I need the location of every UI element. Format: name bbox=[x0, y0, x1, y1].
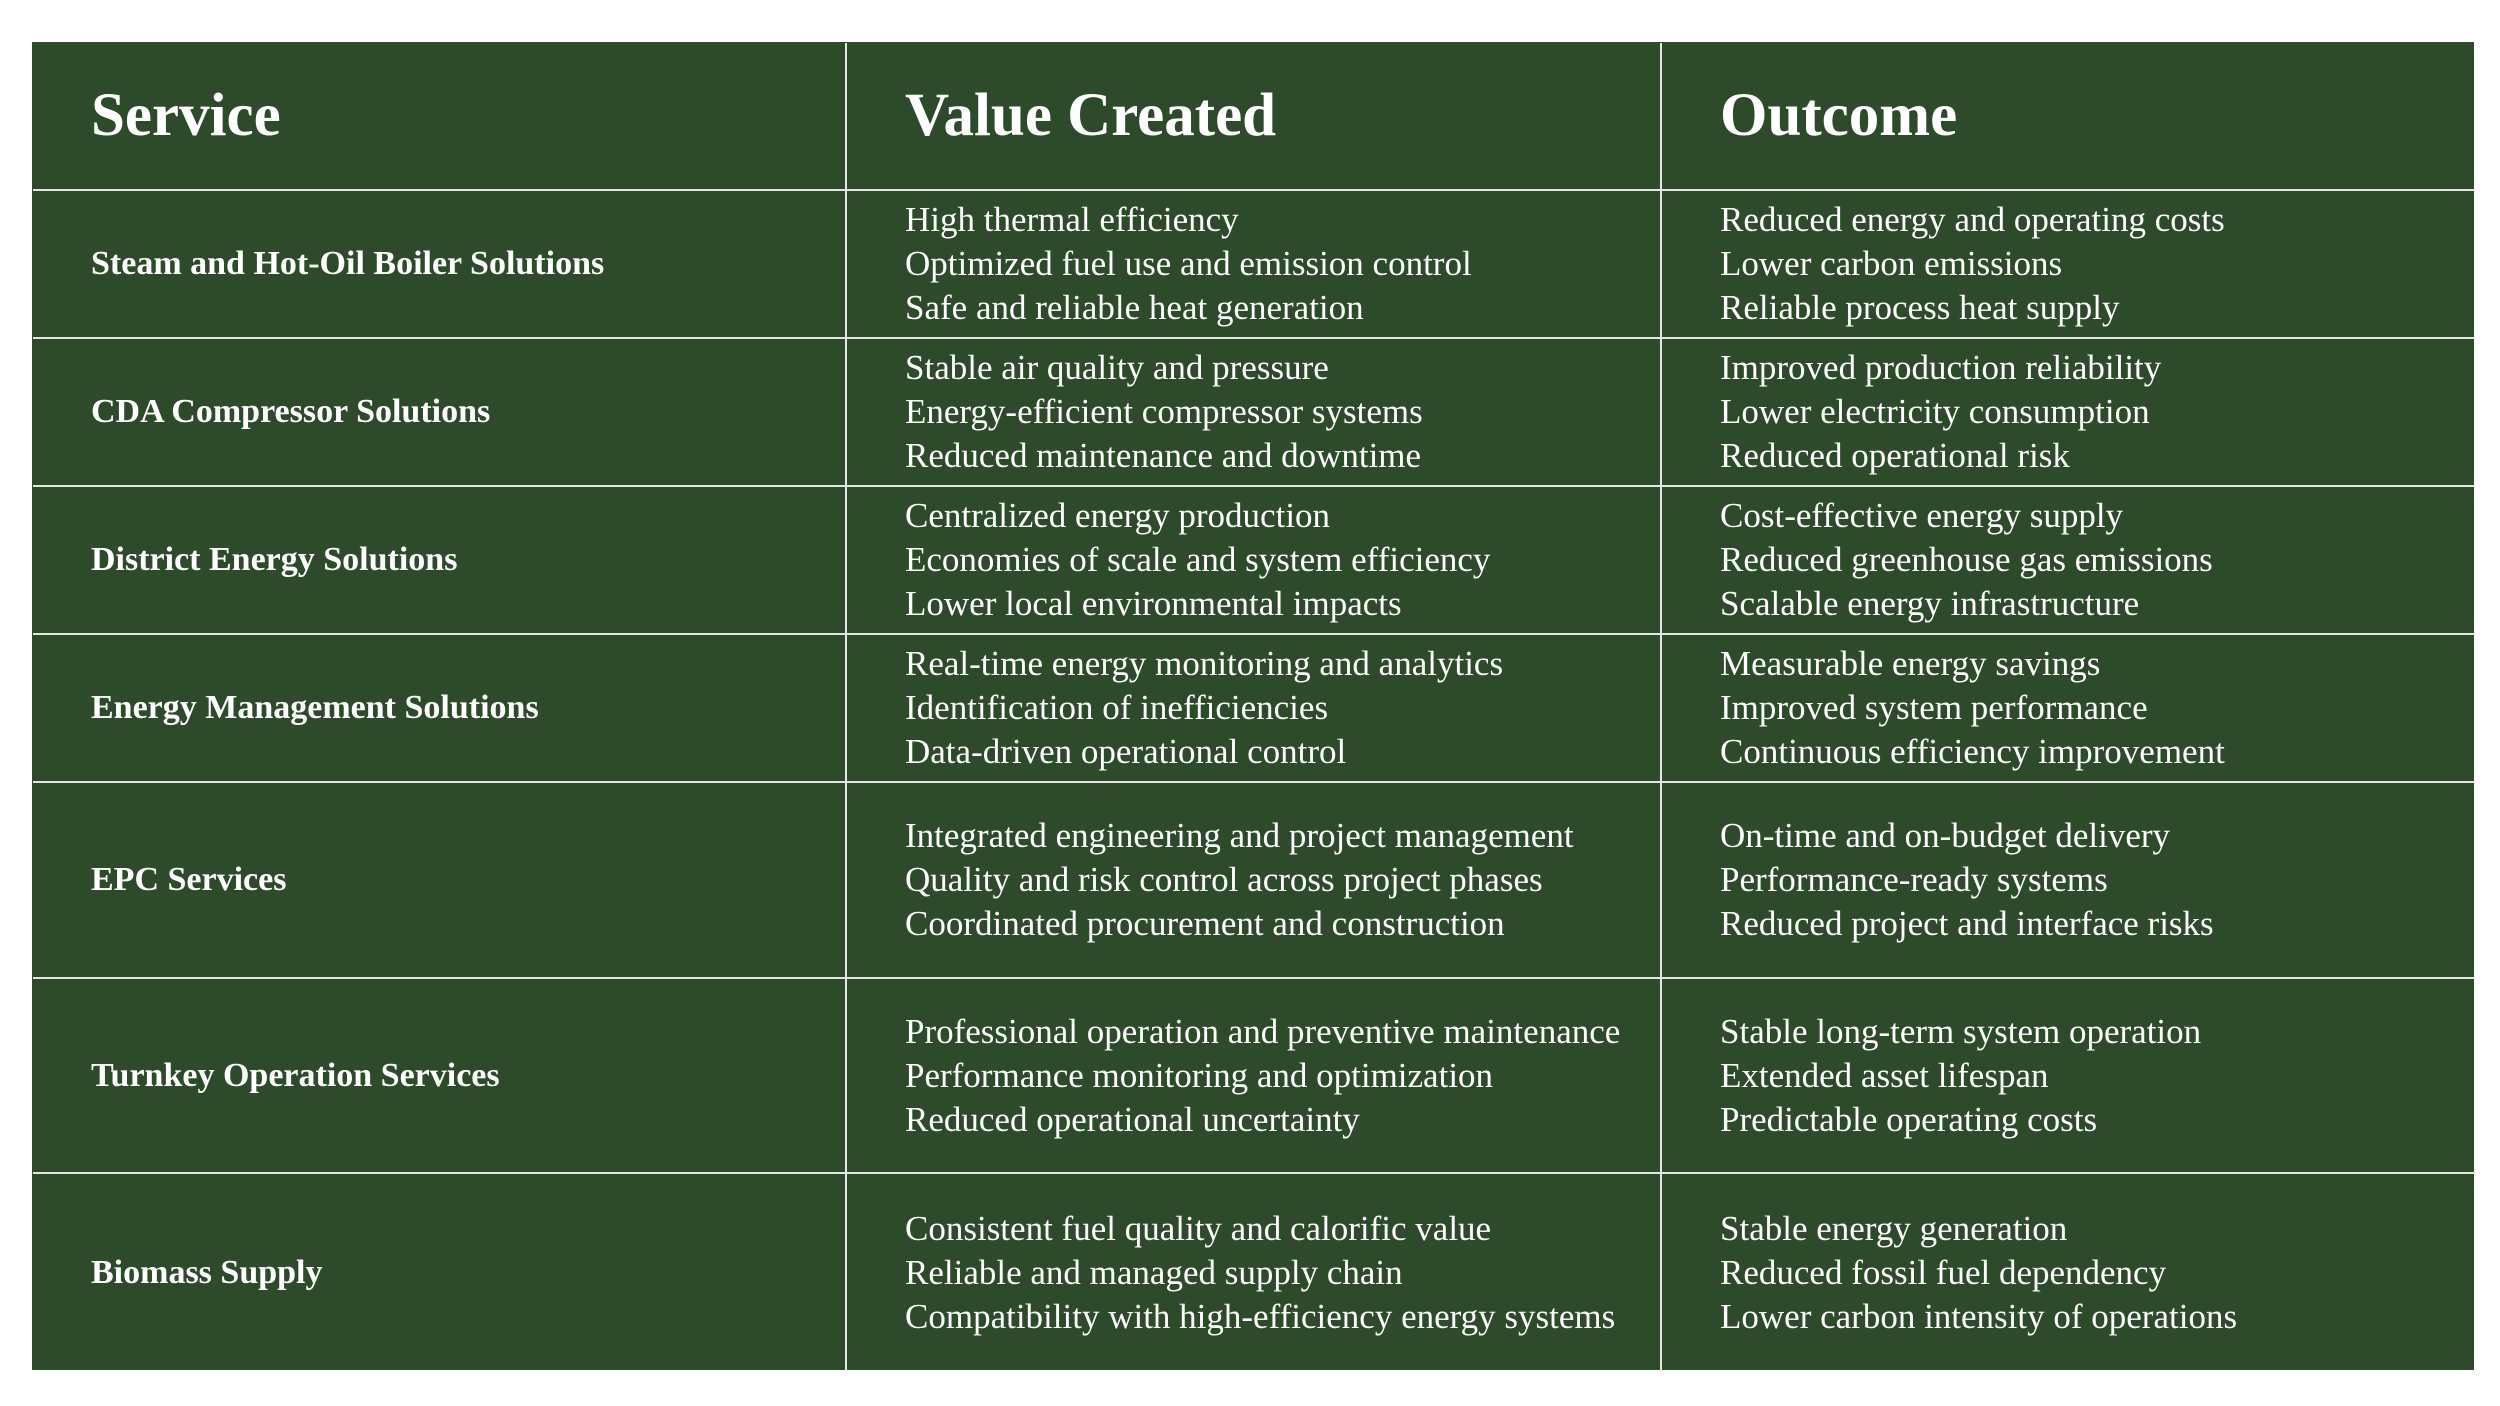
cell-line: Consistent fuel quality and calorific va… bbox=[905, 1208, 1492, 1248]
cell-line: Economies of scale and system efficiency bbox=[905, 540, 1491, 579]
cell-line: Data-driven operational control bbox=[905, 732, 1347, 771]
cell-line: Lower local environmental impacts bbox=[905, 584, 1402, 623]
value-created-cell: Stable air quality and pressure Energy-ef… bbox=[847, 339, 1662, 487]
service-cell: Steam and Hot-Oil Boiler Solutions bbox=[33, 191, 847, 339]
cell-line: High thermal efficiency bbox=[905, 200, 1239, 239]
cell-line: Stable air quality and pressure bbox=[905, 348, 1329, 387]
service-cell: Turnkey Operation Services bbox=[33, 979, 847, 1174]
cell-line: Reduced energy and operating costs bbox=[1720, 200, 2225, 239]
cell-line: Safe and reliable heat generation bbox=[905, 288, 1364, 327]
cell-line: Reliable process heat supply bbox=[1720, 288, 2120, 327]
cell-line: Stable long-term system operation bbox=[1720, 1011, 2202, 1051]
service-cell: District Energy Solutions bbox=[33, 487, 847, 635]
cell-line: Measurable energy savings bbox=[1720, 644, 2101, 683]
cell-line: Coordinated procurement and construction bbox=[905, 904, 1505, 943]
header-cell: Service bbox=[33, 43, 847, 191]
value-created-cell: Real-time energy monitoring and analytic… bbox=[847, 635, 1662, 783]
cell-line: Stable energy generation bbox=[1720, 1208, 2068, 1248]
service-cell: Energy Management Solutions bbox=[33, 635, 847, 783]
cell-line: Lower carbon intensity of operations bbox=[1720, 1296, 2238, 1336]
cell-line: Continuous efficiency improvement bbox=[1720, 732, 2225, 771]
cell-line: Quality and risk control across project … bbox=[905, 860, 1543, 899]
cell-line: Energy-efficient compressor systems bbox=[905, 392, 1423, 431]
cell-line: Scalable energy infrastructure bbox=[1720, 584, 2140, 623]
service-cell: CDA Compressor Solutions bbox=[33, 339, 847, 487]
cell-line: Reduced operational uncertainty bbox=[905, 1099, 1360, 1139]
cell-line: Cost-effective energy supply bbox=[1720, 496, 2124, 535]
outcome-cell: Stable energy generation Reduced fossil f… bbox=[1662, 1174, 2475, 1371]
cell-line: Optimized fuel use and emission control bbox=[905, 244, 1472, 283]
header-cell: Outcome bbox=[1662, 43, 2475, 191]
cell-line: Reduced project and interface risks bbox=[1720, 904, 2214, 943]
cell-line: Reduced greenhouse gas emissions bbox=[1720, 540, 2213, 579]
cell-line: Integrated engineering and project manag… bbox=[905, 816, 1574, 855]
cell-line: Centralized energy production bbox=[905, 496, 1331, 535]
service-cell: EPC Services bbox=[33, 783, 847, 979]
cell-line: Lower carbon emissions bbox=[1720, 244, 2063, 283]
outcome-cell: Stable long-term system operation Extende… bbox=[1662, 979, 2475, 1174]
cell-line: Extended asset lifespan bbox=[1720, 1055, 2049, 1095]
cell-line: On-time and on-budget delivery bbox=[1720, 816, 2171, 855]
cell-line: Reliable and managed supply chain bbox=[905, 1252, 1403, 1292]
outcome-cell: Reduced energy and operating costs Lower … bbox=[1662, 191, 2475, 339]
cell-line: Improved production reliability bbox=[1720, 348, 2162, 387]
header-cell: Value Created bbox=[847, 43, 1662, 191]
cell-line: Predictable operating costs bbox=[1720, 1099, 2098, 1139]
service-cell: Biomass Supply bbox=[33, 1174, 847, 1371]
cell-line: Reduced fossil fuel dependency bbox=[1720, 1252, 2167, 1292]
cell-line: Improved system performance bbox=[1720, 688, 2148, 727]
outcome-cell: Improved production reliability Lower ele… bbox=[1662, 339, 2475, 487]
cell-line: Professional operation and preventive ma… bbox=[905, 1011, 1621, 1051]
cell-line: Real-time energy monitoring and analytic… bbox=[905, 644, 1504, 683]
value-created-cell: Consistent fuel quality and calorific va… bbox=[847, 1174, 1662, 1371]
outcome-cell: Measurable energy savings Improved system… bbox=[1662, 635, 2475, 783]
value-created-cell: Centralized energy production Economies o… bbox=[847, 487, 1662, 635]
outcome-cell: Cost-effective energy supply Reduced gree… bbox=[1662, 487, 2475, 635]
cell-line: Performance-ready systems bbox=[1720, 860, 2108, 899]
cell-line: Compatibility with high-efficiency energ… bbox=[905, 1296, 1616, 1336]
value-created-cell: Professional operation and preventive ma… bbox=[847, 979, 1662, 1174]
outcome-cell: On-time and on-budget delivery Performanc… bbox=[1662, 783, 2475, 979]
services-table: Service Value Created Outcome Steam and Hot… bbox=[32, 42, 2475, 1371]
cell-line: Performance monitoring and optimization bbox=[905, 1055, 1494, 1095]
cell-line: Reduced maintenance and downtime bbox=[905, 436, 1422, 475]
cell-line: Reduced operational risk bbox=[1720, 436, 2070, 475]
cell-line: Lower electricity consumption bbox=[1720, 392, 2150, 431]
value-created-cell: High thermal efficiency Optimized fuel us… bbox=[847, 191, 1662, 339]
cell-line: Identification of inefficiencies bbox=[905, 688, 1329, 727]
value-created-cell: Integrated engineering and project manag… bbox=[847, 783, 1662, 979]
